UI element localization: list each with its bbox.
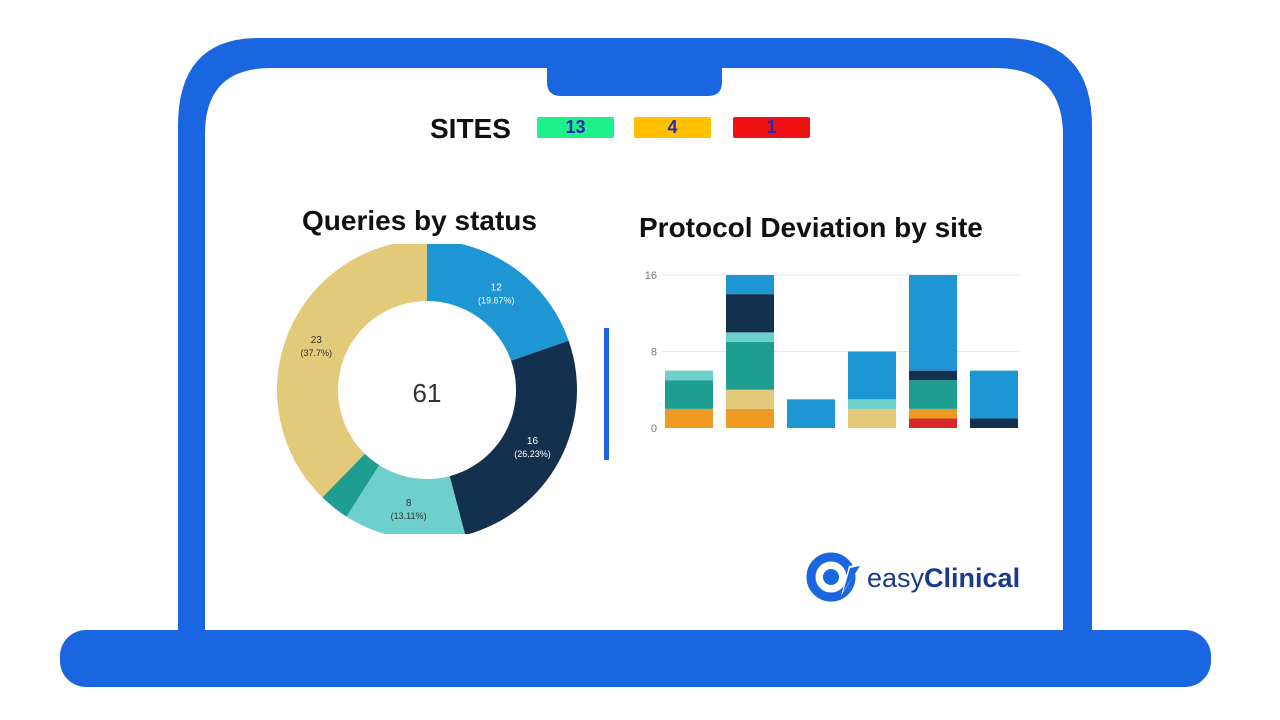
bar-ytick-label: 16 — [645, 270, 657, 282]
donut-slice-percent: (19.67%) — [478, 296, 515, 306]
panel-divider — [604, 328, 609, 460]
donut-slice-percent: (26.23%) — [514, 449, 551, 459]
donut-slice-percent: (13.11%) — [391, 511, 427, 521]
donut-slice — [277, 244, 427, 498]
queries-donut-chart: 12 (19.67%) 16 (26.23%) 8 (13.11%) 23 (37.7%) 6… — [277, 244, 577, 534]
donut-slice — [322, 453, 380, 517]
bar-segment — [909, 370, 957, 381]
bar-segment — [909, 408, 957, 419]
donut-slice — [449, 340, 577, 534]
donut-slice — [346, 465, 465, 534]
bar-segment — [726, 275, 774, 295]
bar-segment — [665, 408, 713, 428]
sites-badge-green: 13 — [537, 117, 614, 138]
bar-segment — [909, 275, 957, 371]
bar-ytick-label: 8 — [651, 347, 657, 359]
bar-ytick-label: 0 — [651, 423, 657, 435]
donut-slice-value: 8 — [406, 498, 412, 509]
deviation-bar-chart: 0 8 16 — [645, 270, 1020, 435]
donut-slice-percent: (37.7%) — [301, 348, 333, 358]
donut-center-total: 61 — [413, 378, 442, 408]
easyclinical-logo-icon — [806, 552, 861, 602]
sites-badge-red: 1 — [733, 117, 810, 138]
bar-segment — [970, 370, 1018, 419]
bar-segment — [665, 370, 713, 381]
bar-segment — [726, 341, 774, 390]
bar-segment — [909, 380, 957, 409]
bar-segment — [726, 294, 774, 333]
bar-segment — [726, 389, 774, 409]
laptop-base — [60, 630, 1211, 687]
easyclinical-logo-easy: easy — [867, 563, 925, 593]
svg-text:easyClinical: easyClinical — [867, 563, 1020, 593]
sites-badge-amber: 4 — [634, 117, 711, 138]
donut-slice — [427, 244, 569, 361]
deviation-chart-title: Protocol Deviation by site — [639, 212, 983, 243]
donut-slice-value: 23 — [311, 335, 323, 346]
bar-segment — [726, 332, 774, 342]
easyclinical-logo-clinical: Clinical — [924, 563, 1020, 593]
donut-slice-value: 12 — [491, 283, 503, 294]
bar-segment — [848, 351, 896, 400]
queries-chart-title: Queries by status — [302, 205, 537, 236]
bar-segment — [787, 399, 835, 428]
bar-segment — [665, 380, 713, 409]
bar-segment — [848, 408, 896, 428]
sites-label: SITES — [430, 113, 511, 144]
bar-segment — [726, 408, 774, 428]
bar-segment — [848, 399, 896, 409]
donut-slice-value: 16 — [527, 436, 539, 447]
easyclinical-logo: easyClinical — [805, 552, 1050, 609]
bar-segment — [970, 418, 1018, 428]
bar-segment — [909, 418, 957, 428]
